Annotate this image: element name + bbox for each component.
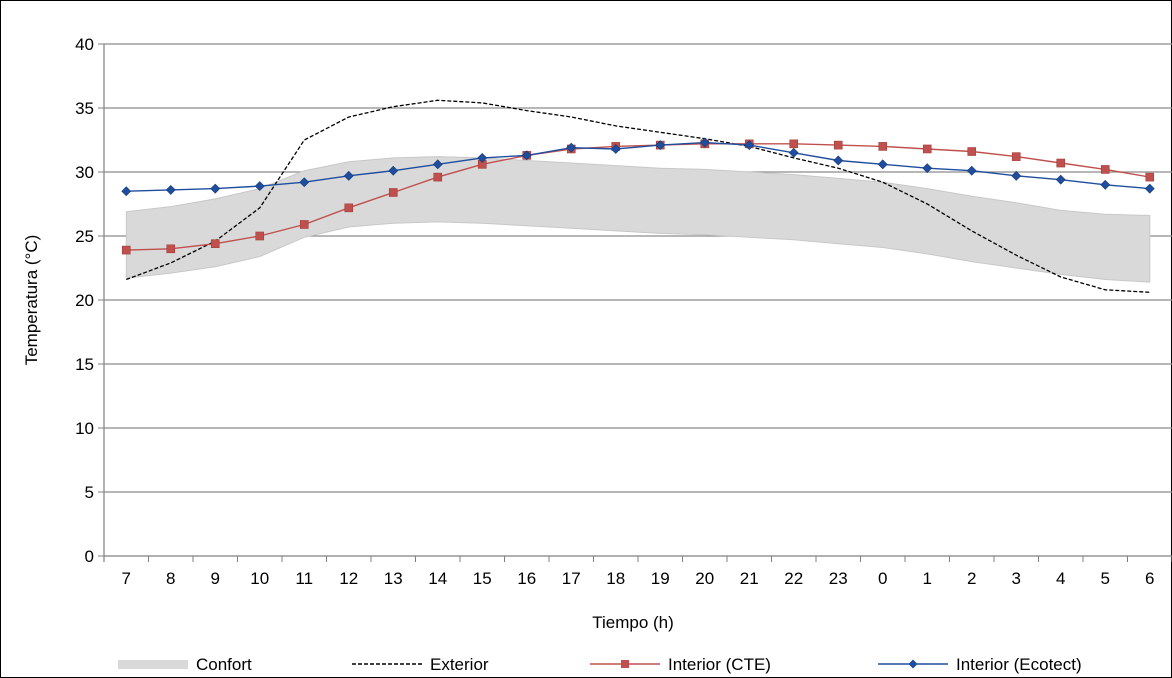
point-interior-ecotect [1100,179,1111,190]
legend-marker-interior-ecotect [908,659,918,669]
point-interior-cte [878,142,888,151]
y-tick-label: 10 [75,419,94,438]
x-tick-label: 6 [1145,569,1154,588]
point-interior-ecotect [432,159,443,170]
point-interior-ecotect [1144,183,1155,194]
point-interior-ecotect [655,140,666,151]
point-interior-cte [299,220,309,229]
point-interior-ecotect [121,186,132,197]
x-tick-label: 10 [250,569,269,588]
point-interior-ecotect [1055,174,1066,185]
point-interior-ecotect [165,184,176,195]
point-interior-ecotect [210,183,221,194]
x-tick-label: 21 [740,569,759,588]
point-interior-ecotect [299,177,310,188]
axes [98,43,1172,562]
point-interior-cte [1011,152,1021,161]
series-line-exterior [126,99,1150,293]
point-interior-cte [166,244,176,254]
y-tick-label: 0 [85,547,94,566]
point-interior-ecotect [833,155,844,166]
point-interior-ecotect [699,137,710,148]
legend-label-confort: Confort [196,655,252,674]
x-tick-label: 2 [967,569,976,588]
y-tick-label: 5 [85,483,94,502]
legend: Confort Exterior Interior (CTE) Interior (E… [118,655,1082,674]
point-interior-ecotect [877,159,888,170]
point-interior-ecotect [566,142,577,153]
x-tick-label: 4 [1056,569,1065,588]
point-interior-cte [210,239,220,248]
point-interior-ecotect [477,152,488,163]
x-tick-label: 0 [878,569,887,588]
legend-marker-interior-cte [621,660,629,668]
y-tick-label: 35 [75,99,94,118]
point-interior-ecotect [922,163,933,174]
x-tick-label: 7 [122,569,131,588]
x-tick-label: 3 [1012,569,1021,588]
x-tick-label: 14 [428,569,447,588]
point-interior-cte [922,144,932,154]
x-tick-label: 12 [339,569,358,588]
point-interior-cte [967,147,977,156]
x-tick-label: 18 [606,569,625,588]
point-interior-cte [255,231,265,241]
x-tick-label: 5 [1101,569,1110,588]
x-tick-label: 23 [829,569,848,588]
y-tick-label: 30 [75,163,94,182]
point-interior-ecotect [610,144,621,154]
y-tick-label: 15 [75,355,94,374]
series-layer [121,99,1155,293]
point-interior-ecotect [966,165,977,176]
point-interior-ecotect [254,181,265,192]
comfort-band-area [125,156,1151,283]
point-interior-cte [789,139,799,149]
x-tick-label: 1 [923,569,932,588]
series-line-interior-ecotect [126,141,1150,192]
point-interior-cte [1056,158,1066,168]
y-tick-labels: 0 5 10 15 20 25 30 35 40 [75,35,94,566]
point-interior-cte [1145,172,1155,182]
x-tick-label: 13 [384,569,403,588]
y-axis-title: Temperatura (°C) [22,235,41,366]
x-tick-labels: 7 8 9 10 11 12 13 14 15 16 17 18 19 20 21 22 23 0 1 2 3 4 5 6 [122,569,1155,588]
legend-label-exterior: Exterior [430,655,489,674]
y-tick-label: 25 [75,227,94,246]
point-interior-ecotect [744,140,755,151]
point-interior-cte [1100,165,1110,174]
x-tick-label: 22 [784,569,803,588]
x-tick-label: 16 [517,569,536,588]
point-interior-ecotect [1011,170,1022,181]
point-interior-cte [344,203,354,213]
legend-swatch-confort [118,660,188,669]
point-interior-ecotect [521,150,532,161]
x-tick-label: 19 [651,569,670,588]
point-interior-ecotect [788,147,799,158]
x-tick-label: 17 [562,569,581,588]
series-line-interior-cte [126,143,1150,251]
comfort-band [125,156,1151,283]
y-tick-label: 40 [75,35,94,54]
point-interior-cte [833,140,843,150]
gridlines [104,43,1172,493]
x-tick-label: 9 [211,569,220,588]
point-interior-cte [433,172,443,182]
point-interior-ecotect [343,170,354,181]
x-tick-label: 8 [166,569,175,588]
x-tick-label: 11 [295,569,313,588]
y-tick-label: 20 [75,291,94,310]
legend-label-interior-cte: Interior (CTE) [668,655,771,674]
legend-label-interior-ecotect: Interior (Ecotect) [956,655,1082,674]
x-tick-label: 20 [695,569,714,588]
point-interior-ecotect [388,165,399,176]
point-interior-cte [121,245,131,255]
x-tick-label: 15 [473,569,492,588]
x-axis-title: Tiempo (h) [592,613,674,632]
point-interior-cte [388,188,398,197]
